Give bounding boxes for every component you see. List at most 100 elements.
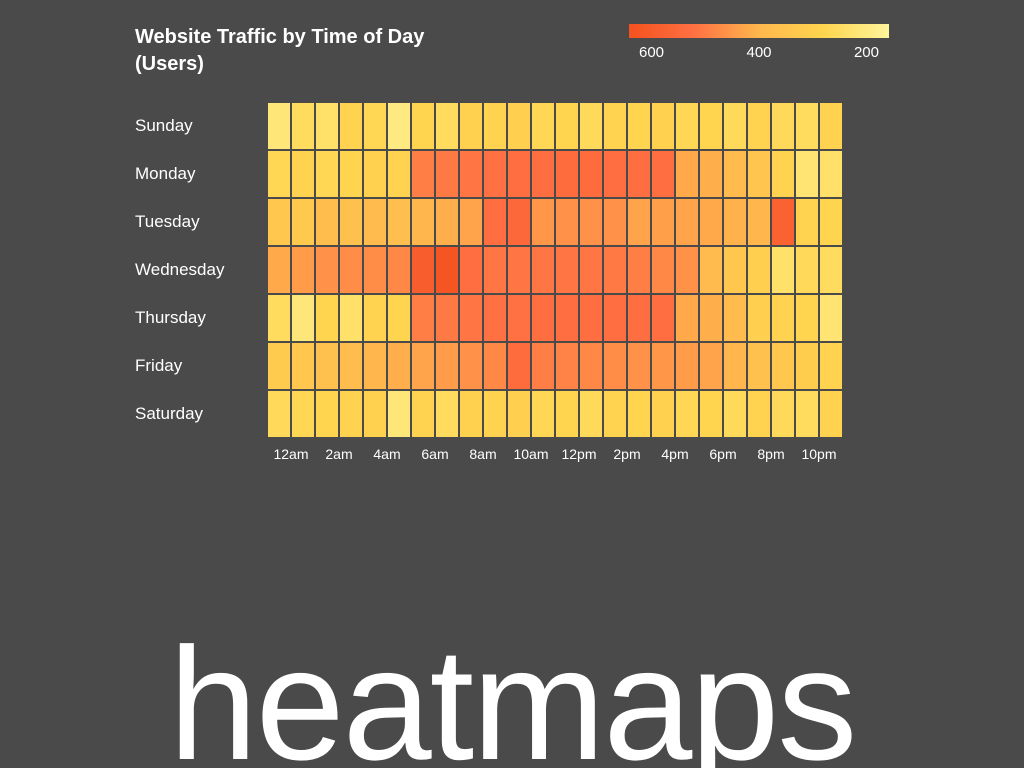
- heatmap-cell: [651, 294, 675, 342]
- heatmap-cell: [411, 390, 435, 438]
- heatmap-cell: [267, 102, 291, 150]
- heatmap-cell: [411, 150, 435, 198]
- heatmap-cell: [579, 294, 603, 342]
- heatmap-cell: [267, 150, 291, 198]
- heatmap-cell: [459, 150, 483, 198]
- heatmap-cell: [363, 390, 387, 438]
- heatmap-cell: [483, 390, 507, 438]
- heatmap-cell: [363, 102, 387, 150]
- heatmap-cell: [771, 342, 795, 390]
- y-axis-label: Tuesday: [135, 212, 267, 232]
- heatmap-cell: [723, 150, 747, 198]
- heatmap-cell: [315, 342, 339, 390]
- heatmap-cell: [723, 390, 747, 438]
- heatmap-cell: [651, 246, 675, 294]
- heatmap-cell: [675, 246, 699, 294]
- x-axis-tick: 6pm: [699, 446, 747, 462]
- heatmap-cell: [819, 246, 843, 294]
- heatmap-cell: [699, 102, 723, 150]
- heatmap-cell: [267, 390, 291, 438]
- heatmap-cell: [555, 198, 579, 246]
- x-axis-tick: 12pm: [555, 446, 603, 462]
- heatmap-cell: [387, 102, 411, 150]
- x-axis-tick: 10am: [507, 446, 555, 462]
- heatmap-cell: [771, 102, 795, 150]
- heatmap-cell: [723, 294, 747, 342]
- heatmap-cell: [627, 246, 651, 294]
- heatmap-cell: [795, 198, 819, 246]
- heatmap-cell: [723, 102, 747, 150]
- heatmap-cell: [531, 246, 555, 294]
- heatmap-cell: [531, 342, 555, 390]
- heatmap-cell: [531, 198, 555, 246]
- heatmap-cell: [579, 198, 603, 246]
- heatmap-cell: [795, 102, 819, 150]
- heatmap-cell: [363, 198, 387, 246]
- heatmap-row: Monday: [135, 150, 843, 198]
- heatmap-cell: [411, 246, 435, 294]
- heatmap-cell: [363, 246, 387, 294]
- heatmap-cell: [507, 246, 531, 294]
- heatmap-cell: [435, 294, 459, 342]
- heatmap-cell: [699, 294, 723, 342]
- heatmap-cell: [435, 342, 459, 390]
- heatmap-cell: [435, 246, 459, 294]
- heatmap-cell: [603, 390, 627, 438]
- heatmap-row: Tuesday: [135, 198, 843, 246]
- heatmap-cell: [819, 102, 843, 150]
- legend-ticks: 600400200: [629, 44, 889, 61]
- heatmap-cell: [675, 150, 699, 198]
- heatmap-cell: [459, 342, 483, 390]
- x-axis-tick: 4am: [363, 446, 411, 462]
- heatmap-cell: [339, 342, 363, 390]
- heatmap-cell: [435, 390, 459, 438]
- heatmap-cell: [675, 198, 699, 246]
- heatmap-cell: [291, 390, 315, 438]
- heatmap-cell: [459, 294, 483, 342]
- heatmap-cell: [651, 342, 675, 390]
- heatmap-cell: [819, 294, 843, 342]
- heatmap-row: Saturday: [135, 390, 843, 438]
- heatmap-cell: [795, 342, 819, 390]
- heatmap-cell: [339, 294, 363, 342]
- heatmap-cell: [795, 294, 819, 342]
- heatmap-cell: [291, 102, 315, 150]
- heatmap-cell: [771, 198, 795, 246]
- heatmap-cell: [339, 390, 363, 438]
- x-axis: 12am2am4am6am8am10am12pm2pm4pm6pm8pm10pm: [267, 446, 843, 462]
- heatmap-cell: [603, 294, 627, 342]
- heatmap-cell: [771, 246, 795, 294]
- heatmap-cell: [579, 102, 603, 150]
- heatmap-cell: [387, 294, 411, 342]
- heatmap-cell: [387, 390, 411, 438]
- heatmap-cell: [267, 246, 291, 294]
- heatmap-cell: [507, 102, 531, 150]
- heatmap-cell: [795, 246, 819, 294]
- heatmap-cell: [267, 342, 291, 390]
- heatmap-cell: [267, 198, 291, 246]
- x-axis-tick: 4pm: [651, 446, 699, 462]
- y-axis-label: Thursday: [135, 308, 267, 328]
- heatmap-cell: [483, 342, 507, 390]
- chart-title: Website Traffic by Time of Day (Users): [135, 24, 435, 78]
- heatmap-cell: [483, 198, 507, 246]
- heatmap-cell: [507, 198, 531, 246]
- heatmap-cell: [291, 342, 315, 390]
- heatmap-cell: [627, 342, 651, 390]
- heatmap-cell: [723, 198, 747, 246]
- heatmap-cell: [747, 198, 771, 246]
- heatmap-cell: [555, 150, 579, 198]
- heatmap-cell: [795, 150, 819, 198]
- x-axis-tick: 6am: [411, 446, 459, 462]
- footer-word: heatmaps: [0, 624, 1024, 768]
- heatmap-cell: [411, 342, 435, 390]
- heatmap-cell: [651, 390, 675, 438]
- heatmap-cell: [435, 198, 459, 246]
- y-axis-label: Sunday: [135, 116, 267, 136]
- heatmap-cell: [435, 150, 459, 198]
- heatmap-cell: [771, 150, 795, 198]
- heatmap-cell: [483, 102, 507, 150]
- heatmap-cell: [747, 294, 771, 342]
- heatmap-cell: [339, 198, 363, 246]
- heatmap-cell: [603, 198, 627, 246]
